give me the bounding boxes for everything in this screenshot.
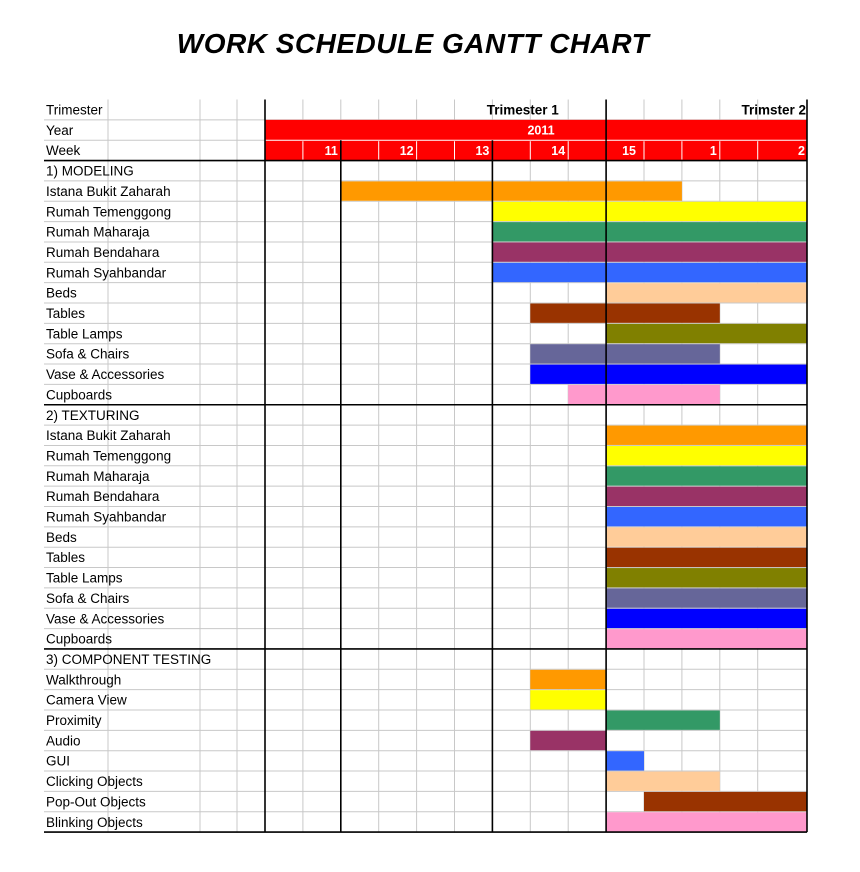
year-value: 2011 bbox=[527, 123, 554, 137]
task-bar bbox=[606, 283, 807, 303]
task-label: Beds bbox=[46, 286, 77, 301]
task-bar bbox=[606, 323, 807, 344]
task-bar bbox=[606, 771, 720, 791]
task-bar bbox=[606, 507, 807, 527]
task-bar bbox=[606, 568, 807, 588]
task-label: Istana Bukit Zaharah bbox=[46, 428, 171, 443]
task-label: Rumah Temenggong bbox=[46, 204, 171, 219]
task-label: Rumah Temenggong bbox=[46, 448, 171, 463]
task-bar bbox=[606, 445, 807, 466]
task-label: Vase & Accessories bbox=[46, 611, 165, 626]
task-label: Rumah Syahbandar bbox=[46, 510, 167, 525]
task-bar bbox=[530, 730, 607, 751]
task-label: Sofa & Chairs bbox=[46, 591, 130, 606]
task-bar bbox=[530, 344, 720, 364]
task-bar bbox=[530, 669, 607, 690]
task-bar bbox=[606, 527, 807, 547]
task-bar bbox=[492, 262, 807, 283]
trimester-1-label: Trimester 1 bbox=[487, 103, 560, 118]
chart-title: WORK SCHEDULE GANTT CHART bbox=[176, 28, 650, 59]
task-label: Table Lamps bbox=[46, 326, 123, 341]
task-label: Rumah Maharaja bbox=[46, 469, 150, 484]
task-label: Pop-Out Objects bbox=[46, 794, 146, 809]
task-label: GUI bbox=[46, 754, 70, 769]
task-bar bbox=[606, 751, 644, 771]
task-label: Sofa & Chairs bbox=[46, 347, 130, 362]
task-bar bbox=[606, 710, 720, 730]
task-label: Tables bbox=[46, 306, 85, 321]
section-header: 3) COMPONENT TESTING bbox=[46, 652, 211, 667]
section-header: 1) MODELING bbox=[46, 164, 134, 179]
task-bar bbox=[606, 629, 807, 649]
task-label: Walkthrough bbox=[46, 672, 121, 687]
week-label-14: 14 bbox=[551, 144, 565, 158]
task-label: Audio bbox=[46, 733, 81, 748]
task-label: Proximity bbox=[46, 713, 102, 728]
task-bar bbox=[492, 222, 807, 242]
week-label-1: 1 bbox=[710, 144, 717, 158]
task-bar bbox=[606, 812, 807, 832]
task-bar bbox=[530, 690, 607, 710]
task-bar bbox=[568, 384, 720, 405]
task-label: Clicking Objects bbox=[46, 774, 143, 789]
task-label: Rumah Syahbandar bbox=[46, 265, 167, 280]
task-bar bbox=[606, 547, 807, 568]
task-label: Istana Bukit Zaharah bbox=[46, 184, 171, 199]
section-header: 2) TEXTURING bbox=[46, 408, 140, 423]
task-bar bbox=[644, 791, 807, 812]
week-label: Week bbox=[46, 143, 81, 158]
task-bar bbox=[606, 425, 807, 445]
task-label: Vase & Accessories bbox=[46, 367, 165, 382]
week-label-13: 13 bbox=[475, 144, 489, 158]
task-bar bbox=[606, 486, 807, 506]
task-bar bbox=[530, 364, 807, 384]
task-bar bbox=[492, 201, 807, 222]
task-bar bbox=[606, 588, 807, 608]
trimester-label: Trimester bbox=[46, 103, 103, 118]
task-bar bbox=[530, 303, 720, 323]
year-label: Year bbox=[46, 123, 74, 138]
week-label-2: 2 bbox=[798, 144, 805, 158]
trimester-2-label: Trimster 2 bbox=[741, 103, 806, 118]
task-bar bbox=[492, 242, 807, 262]
task-bar bbox=[606, 466, 807, 486]
task-label: Table Lamps bbox=[46, 571, 123, 586]
task-bar bbox=[606, 608, 807, 629]
week-label-11: 11 bbox=[325, 144, 338, 158]
task-label: Rumah Bendahara bbox=[46, 489, 160, 504]
task-label: Beds bbox=[46, 530, 77, 545]
task-label: Cupboards bbox=[46, 632, 112, 647]
task-label: Cupboards bbox=[46, 387, 112, 402]
task-label: Rumah Bendahara bbox=[46, 245, 160, 260]
task-bar bbox=[340, 181, 682, 201]
task-label: Tables bbox=[46, 550, 85, 565]
week-label-12: 12 bbox=[400, 144, 414, 158]
task-label: Camera View bbox=[46, 693, 127, 708]
week-label-15: 15 bbox=[622, 144, 636, 158]
task-label: Rumah Maharaja bbox=[46, 225, 150, 240]
task-label: Blinking Objects bbox=[46, 815, 143, 830]
